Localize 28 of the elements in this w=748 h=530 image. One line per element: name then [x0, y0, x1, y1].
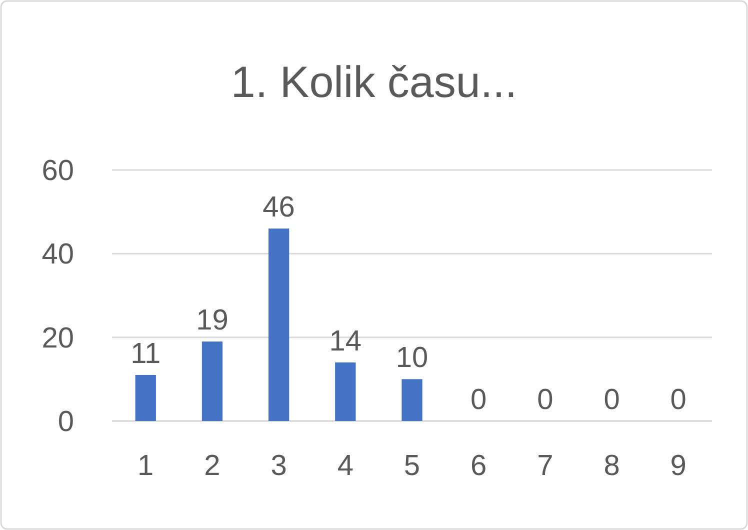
bar — [335, 362, 356, 421]
chart-title: 1. Kolik času... — [230, 58, 518, 107]
data-label: 0 — [537, 384, 554, 416]
bar — [402, 379, 422, 421]
y-tick-label: 0 — [58, 406, 74, 438]
x-tick-label: 2 — [204, 450, 220, 482]
data-label: 0 — [470, 384, 487, 416]
x-tick-label: 7 — [537, 450, 554, 482]
y-tick-label: 60 — [42, 155, 74, 187]
x-tick-label: 3 — [270, 450, 287, 482]
y-tick-label: 40 — [42, 238, 74, 271]
x-tick-label: 4 — [337, 450, 354, 482]
x-tick-label: 6 — [470, 450, 487, 482]
bar — [202, 342, 223, 421]
x-tick-label: 1 — [138, 450, 154, 482]
x-tick-label: 9 — [670, 450, 686, 482]
data-label: 11 — [130, 338, 161, 370]
data-label: 19 — [196, 304, 228, 337]
data-label: 0 — [604, 384, 620, 416]
y-tick-label: 20 — [42, 322, 74, 354]
x-tick-label: 8 — [604, 450, 620, 482]
bar — [135, 374, 156, 421]
data-label: 0 — [670, 384, 686, 416]
data-label: 14 — [329, 325, 362, 358]
x-tick-label: 5 — [404, 450, 420, 482]
data-label: 10 — [396, 342, 428, 374]
bar — [268, 228, 290, 421]
data-label: 46 — [262, 192, 295, 224]
